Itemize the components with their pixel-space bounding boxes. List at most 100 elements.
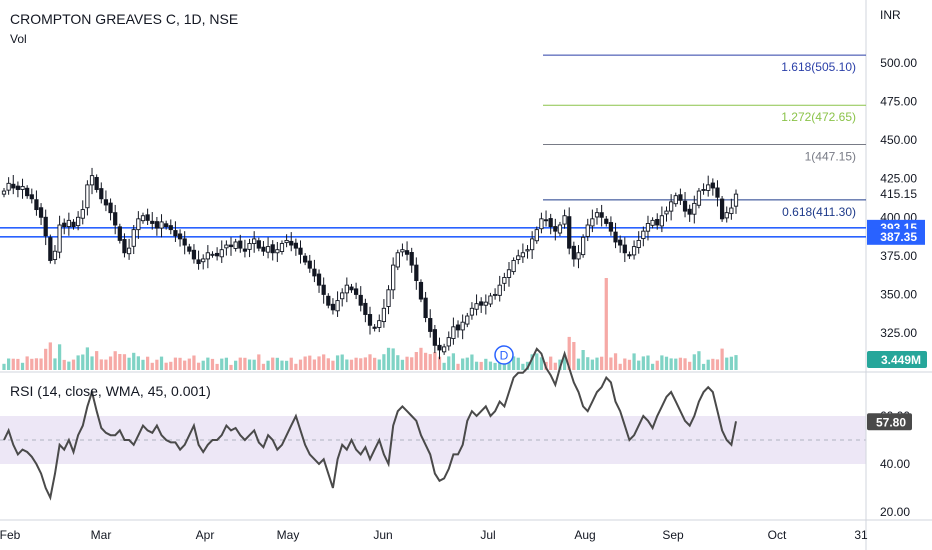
- volume-bar: [164, 362, 168, 370]
- volume-bar: [183, 360, 187, 370]
- volume-bar: [701, 363, 706, 370]
- symbol-title[interactable]: CROMPTON GREAVES C, 1D, NSE: [10, 11, 238, 27]
- volume-bar: [396, 355, 400, 370]
- volume-bar: [447, 356, 451, 370]
- candle-body: [80, 209, 85, 219]
- candle-body: [66, 219, 71, 227]
- rsi-tag-label: 57.80: [876, 415, 906, 429]
- volume-bar: [312, 359, 317, 370]
- volume-bar: [220, 358, 224, 370]
- candle-body: [298, 247, 303, 255]
- candle-body: [265, 246, 271, 253]
- volume-bar: [99, 359, 103, 370]
- candle-body: [117, 226, 122, 241]
- candle-body: [687, 208, 692, 215]
- volume-bar: [289, 357, 293, 370]
- volume-bar: [451, 353, 456, 370]
- volume-bar: [516, 357, 520, 370]
- candle-body: [372, 326, 377, 329]
- volume-bar: [465, 357, 469, 370]
- candle-body: [289, 240, 294, 246]
- volume-bar: [81, 354, 85, 370]
- candle-body: [530, 238, 535, 251]
- candle-body: [492, 293, 498, 296]
- candle-body: [335, 300, 340, 312]
- time-axis[interactable]: Feb Mar Apr May Jun Jul Aug Sep Oct 31: [0, 528, 868, 542]
- price-tag-bg-0: [867, 185, 925, 202]
- volume-bar: [586, 357, 590, 370]
- candle-body: [94, 177, 99, 190]
- fib-level-label-1: 1.272(472.65): [781, 110, 856, 124]
- volume-bar: [178, 357, 182, 370]
- candle-body: [465, 315, 470, 325]
- candle-body: [580, 236, 586, 256]
- volume-bar: [576, 358, 581, 370]
- volume-bar: [20, 362, 25, 370]
- candle-body: [729, 207, 734, 215]
- volume-bar: [400, 359, 405, 370]
- rsi-label[interactable]: RSI (14, close, WMA, 45, 0.001): [10, 383, 211, 399]
- candle-body: [409, 252, 414, 266]
- candle-body: [520, 252, 526, 258]
- volume-bar: [470, 354, 474, 370]
- rsi-tick-label: 20.00: [880, 505, 910, 519]
- candle-body: [664, 210, 669, 215]
- fib-level-label-0: 1.618(505.10): [781, 60, 856, 74]
- candle-body: [400, 249, 405, 253]
- candle-body: [418, 281, 424, 300]
- volume-bar: [437, 356, 442, 370]
- volume-bar: [39, 358, 43, 370]
- candle-body: [553, 226, 558, 232]
- volume-label[interactable]: Vol: [10, 32, 27, 46]
- candle-body: [358, 294, 363, 306]
- volume-bar: [442, 362, 446, 370]
- candle-body: [511, 260, 516, 273]
- volume-bar: [623, 358, 627, 370]
- candle-body: [224, 244, 229, 249]
- volume-bar: [479, 361, 483, 370]
- volume-bar: [637, 360, 641, 370]
- candle-body: [395, 252, 400, 268]
- volume-bar: [474, 361, 479, 370]
- time-tick-label: Apr: [196, 528, 215, 542]
- candle-body: [377, 320, 382, 328]
- volume-bar: [715, 359, 720, 370]
- candle-body: [284, 239, 289, 244]
- candle-body: [108, 202, 113, 214]
- fib-extension[interactable]: 1.618(505.10) 1.272(472.65) 1(447.15) 0.618…: [543, 54, 866, 219]
- volume-bar: [428, 354, 432, 370]
- volume-bar: [725, 357, 729, 370]
- candle-body: [622, 244, 627, 254]
- candle-body: [562, 215, 567, 225]
- candle-body: [168, 225, 173, 231]
- volume-bar: [11, 358, 15, 370]
- price-axis[interactable]: 325.00350.00375.00400.00425.00450.00475.…: [880, 56, 917, 340]
- candle-body: [191, 249, 197, 260]
- volume-bar: [359, 358, 363, 370]
- candle-body: [641, 230, 646, 240]
- volume-bar: [2, 363, 6, 370]
- volume-bar: [44, 348, 48, 370]
- volume-bar: [530, 354, 534, 370]
- volume-bar: [340, 354, 344, 370]
- candle-body: [650, 219, 655, 226]
- volume-bar: [382, 354, 386, 370]
- currency-label[interactable]: INR: [880, 8, 901, 22]
- price-tag-bg-2: [867, 228, 925, 245]
- price-tag-label-0: 415.15: [880, 187, 917, 201]
- time-tick-label: Sep: [662, 528, 684, 542]
- volume-bar: [67, 361, 71, 370]
- candle-body: [437, 344, 442, 351]
- dividend-marker[interactable]: D: [494, 345, 514, 365]
- volume-bar: [386, 347, 391, 370]
- candle-body: [122, 239, 127, 254]
- candle-body: [497, 284, 502, 296]
- candle-body: [76, 216, 81, 227]
- volume-bar: [85, 347, 90, 370]
- volume-bar: [104, 359, 108, 370]
- price-tag-label-2: 387.35: [880, 230, 917, 244]
- volume-bar: [173, 357, 178, 370]
- volume-bar: [71, 359, 76, 370]
- candle-body: [113, 212, 118, 226]
